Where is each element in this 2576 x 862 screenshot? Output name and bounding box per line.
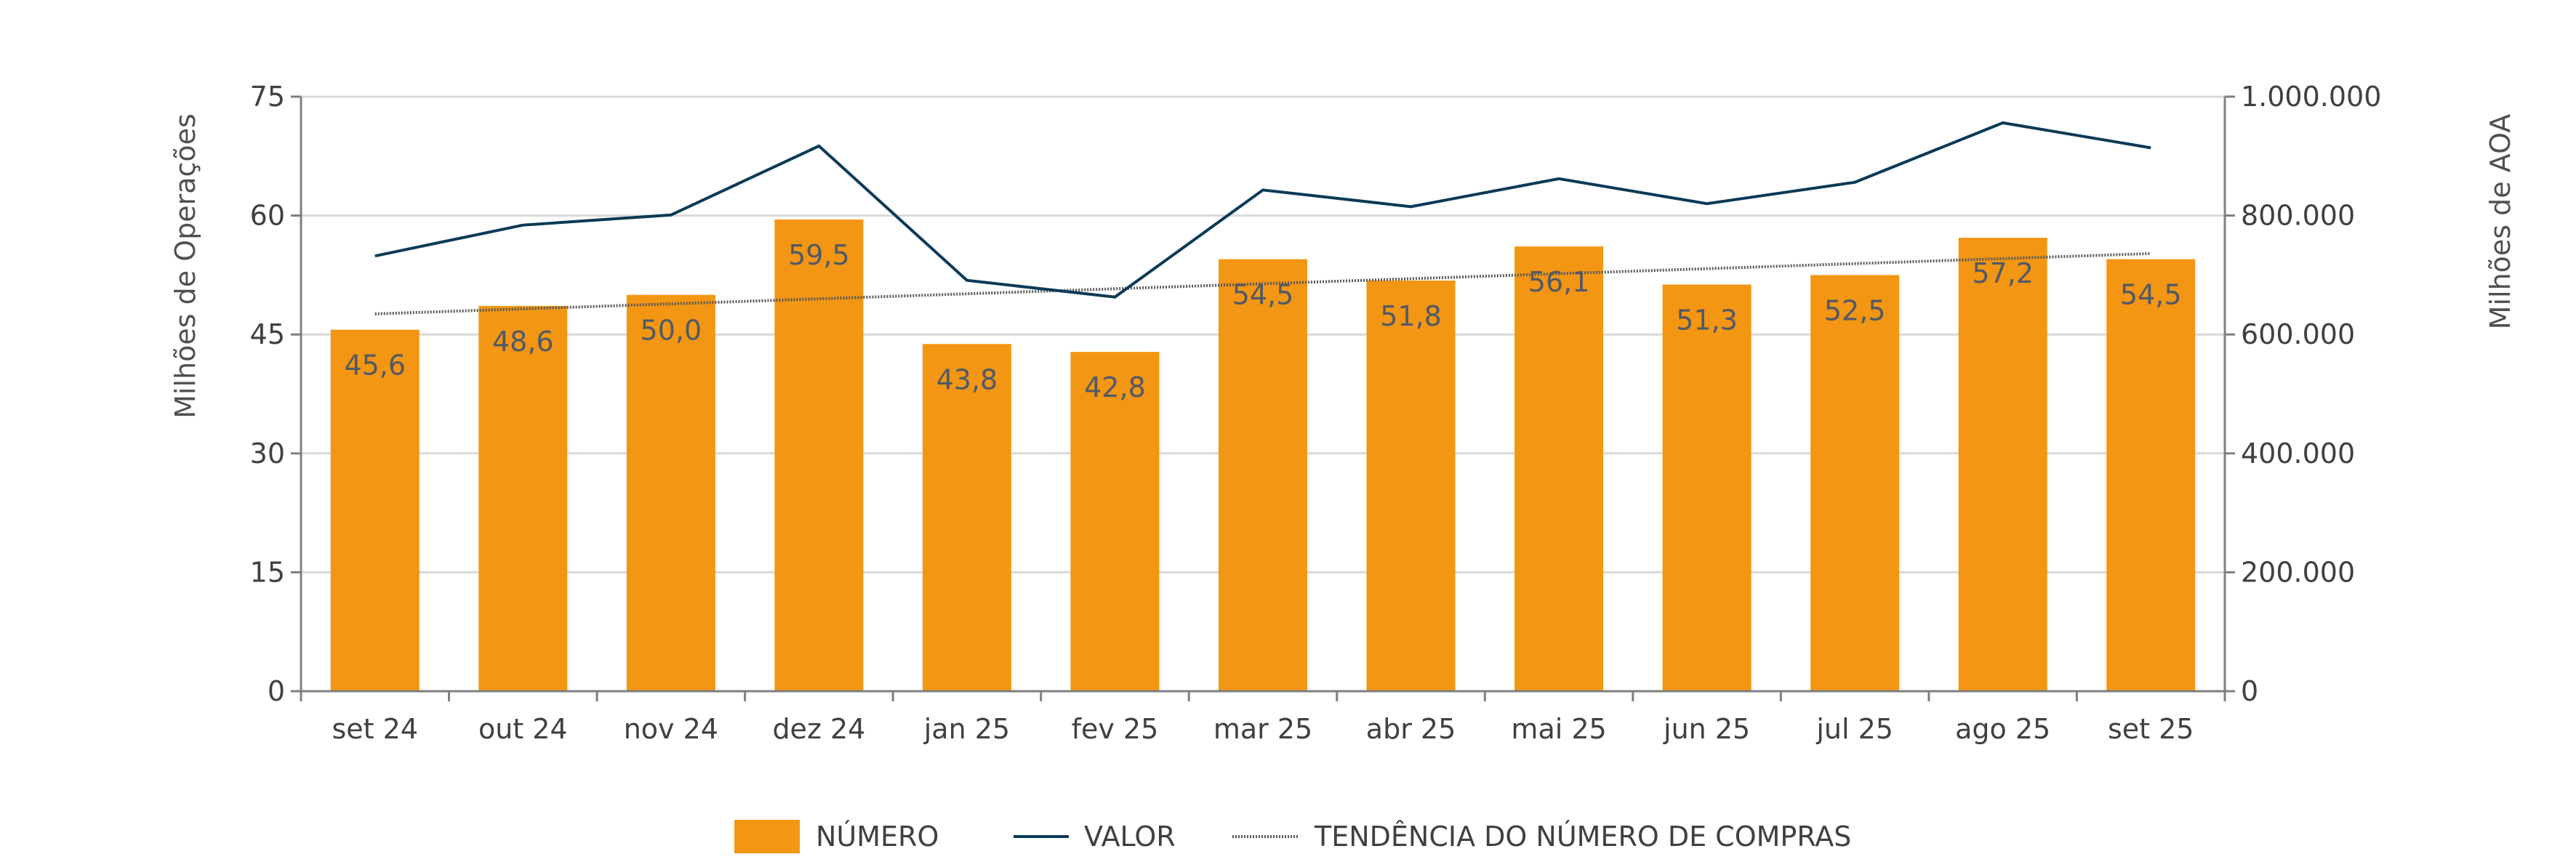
legend-label-numero: NÚMERO [816,821,939,853]
data-label: 51,3 [1676,304,1738,336]
data-label: 50,0 [641,315,702,347]
y2-tick-label: 0 [2241,675,2258,707]
bar-jul-25 [1810,275,1899,691]
legend-label-trend: TENDÊNCIA DO NÚMERO DE COMPRAS [1314,821,1851,853]
legend-swatch-numero [734,820,800,853]
bar-mar-25 [1219,259,1307,691]
legend: NÚMERO VALOR TENDÊNCIA DO NÚMERO DE COMP… [734,820,1851,853]
bar-set-24 [331,330,420,691]
y2-tick-label: 400.000 [2241,438,2355,470]
x-tick-label: nov 24 [624,713,718,745]
y-tick-label: 75 [250,81,285,113]
y-tick-label: 0 [268,675,285,707]
y-tick-label: 45 [250,318,285,350]
y2-tick-label: 600.000 [2241,318,2355,350]
y-axis-title: Milhões de Operações [169,113,201,419]
bar-out-24 [478,306,567,691]
y2-axis-title: Milhões de AOA [2484,114,2516,330]
y2-tick-label: 1.000.000 [2241,81,2381,113]
y-tick-label: 60 [250,200,285,232]
x-tick-label: set 24 [332,713,419,745]
x-tick-label: jan 25 [923,713,1010,745]
x-tick-label: ago 25 [1955,713,2050,745]
data-label: 54,5 [2120,279,2182,311]
data-label: 57,2 [1972,257,2034,289]
x-tick-label: abr 25 [1366,713,1456,745]
bar-jan-25 [923,344,1011,691]
bar-ago-25 [1959,238,2047,691]
data-label: 52,5 [1824,294,1886,326]
y-tick-label: 15 [250,556,285,588]
axes: 0 15 30 45 60 75 0 200.000 400.000 600.000 800.000… [250,81,2382,745]
x-tick-label: fev 25 [1072,713,1159,745]
y2-tick-label: 800.000 [2241,200,2355,232]
x-tick-label: jul 25 [1815,713,1893,745]
x-tick-label: mar 25 [1213,713,1312,745]
x-tick-label: jun 25 [1663,713,1750,745]
bar-dez-24 [774,219,863,691]
data-label: 51,8 [1380,300,1442,332]
data-label: 48,6 [492,326,554,358]
bar-nov-24 [627,295,715,691]
bar-set-25 [2106,259,2195,691]
data-label: 45,6 [344,350,406,382]
x-tick-label: set 25 [2108,713,2194,745]
data-label: 42,8 [1084,371,1146,403]
bar-jun-25 [1663,284,1752,691]
data-label: 54,5 [1232,279,1294,311]
y2-tick-label: 200.000 [2241,556,2355,588]
x-tick-label: out 24 [478,713,568,745]
bar-abr-25 [1367,281,1456,691]
data-label: 43,8 [936,363,998,395]
x-tick-label: mai 25 [1511,713,1606,745]
data-label: 56,1 [1528,266,1590,298]
data-label: 59,5 [788,239,850,271]
x-tick-label: dez 24 [772,713,865,745]
bar-mai-25 [1514,246,1603,691]
y-tick-label: 30 [250,438,285,470]
legend-label-valor: VALOR [1084,821,1176,853]
